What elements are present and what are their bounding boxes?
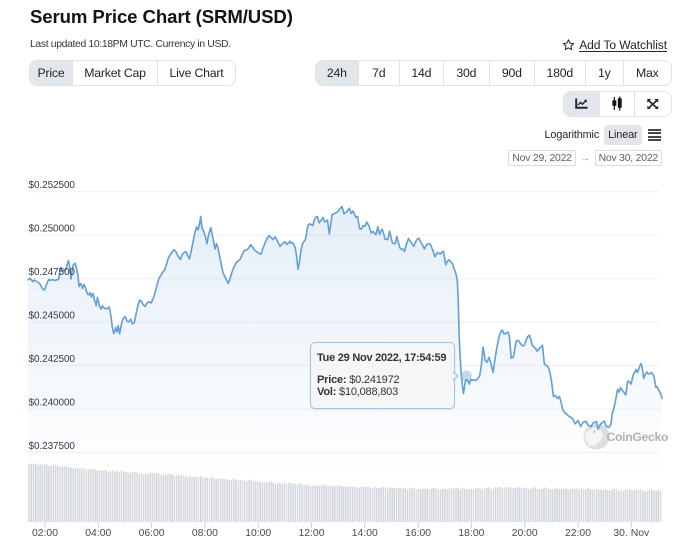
svg-text:06:00: 06:00 bbox=[139, 528, 165, 539]
svg-text:$0.240000: $0.240000 bbox=[29, 398, 76, 409]
svg-text:$0.245000: $0.245000 bbox=[29, 311, 76, 322]
svg-text:20:00: 20:00 bbox=[512, 528, 538, 539]
svg-text:$0.242500: $0.242500 bbox=[29, 354, 76, 365]
svg-text:02:00: 02:00 bbox=[32, 528, 58, 539]
svg-text:18:00: 18:00 bbox=[458, 528, 484, 539]
svg-text:14:00: 14:00 bbox=[352, 528, 378, 539]
svg-text:CoinGecko: CoinGecko bbox=[607, 430, 669, 444]
svg-text:$0.252500: $0.252500 bbox=[29, 180, 76, 191]
svg-text:04:00: 04:00 bbox=[85, 528, 111, 539]
svg-text:16:00: 16:00 bbox=[405, 528, 431, 539]
svg-text:08:00: 08:00 bbox=[192, 528, 218, 539]
svg-text:12:00: 12:00 bbox=[298, 528, 324, 539]
svg-text:30. Nov: 30. Nov bbox=[613, 528, 650, 539]
svg-text:22:00: 22:00 bbox=[565, 528, 591, 539]
svg-text:10:00: 10:00 bbox=[245, 528, 271, 539]
svg-text:$0.247500: $0.247500 bbox=[29, 267, 76, 278]
svg-text:$0.250000: $0.250000 bbox=[29, 224, 76, 235]
svg-text:$0.237500: $0.237500 bbox=[29, 441, 76, 452]
